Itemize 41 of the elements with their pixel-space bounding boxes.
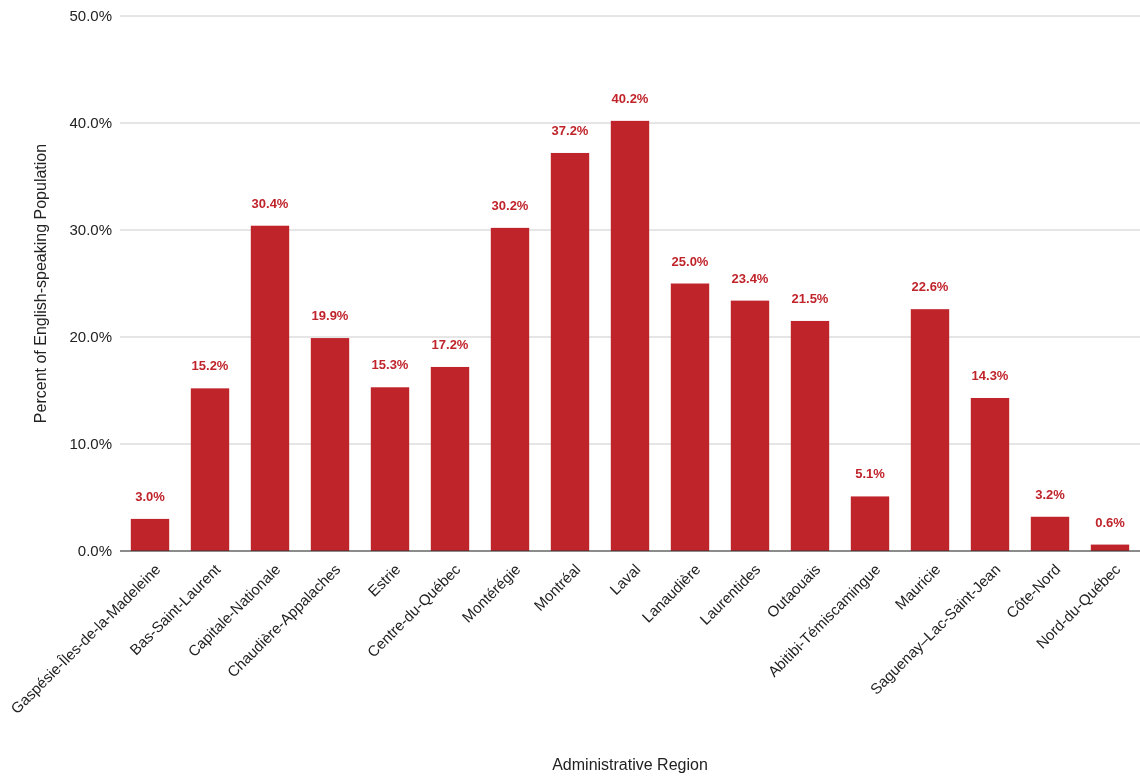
data-label: 21.5% [791,290,829,306]
bar [550,152,590,551]
bar [1030,516,1070,551]
bar [250,225,290,551]
data-label: 23.4% [731,270,769,286]
x-axis-title: Administrative Region [552,756,708,773]
bar [610,120,650,551]
y-tick-label: 0.0% [77,542,112,560]
data-label: 5.1% [855,466,886,482]
data-label: 0.6% [1095,514,1126,530]
data-label: 17.2% [431,336,469,352]
data-label: 15.2% [191,358,229,374]
y-tick-label: 30.0% [69,221,112,239]
y-tick-label: 20.0% [69,328,112,346]
data-label: 30.2% [491,197,529,213]
data-label: 14.3% [971,367,1009,383]
bar [130,518,170,551]
y-tick-label: 10.0% [69,435,112,453]
data-label: 40.2% [611,90,649,106]
data-label: 3.2% [1035,486,1066,502]
bar [790,320,830,551]
data-label: 19.9% [311,308,349,324]
bar [670,283,710,551]
bar [970,397,1010,551]
bar [310,338,350,551]
data-label: 25.0% [671,253,709,269]
data-label: 22.6% [911,279,949,295]
data-label: 37.2% [551,122,589,138]
bar [370,387,410,551]
bar [910,309,950,551]
bar [730,300,770,551]
bar [850,496,890,551]
bar [490,227,530,551]
data-label: 3.0% [135,488,166,504]
y-tick-label: 40.0% [69,114,112,132]
bar [190,388,230,551]
data-label: 30.4% [251,195,289,211]
data-label: 15.3% [371,357,409,373]
bar [430,366,470,551]
y-tick-label: 50.0% [69,7,112,25]
y-axis-title: Percent of English-speaking Population [32,143,49,424]
